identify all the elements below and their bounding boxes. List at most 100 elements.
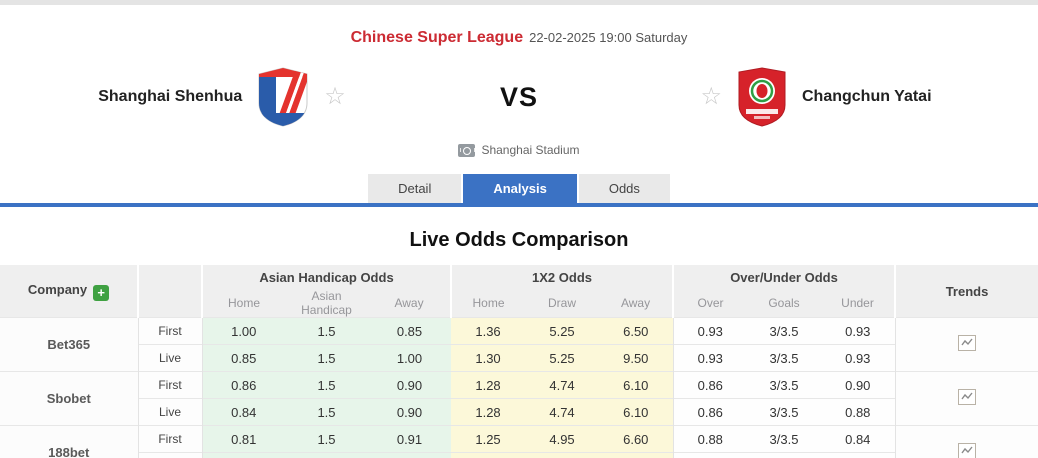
odds-cell: 9.50 [599, 344, 674, 372]
match-teams-row: Shanghai Shenhua ☆ VS [0, 61, 1038, 133]
table-row: Live 0.85 1.5 1.00 1.30 5.25 9.50 0.93 3… [0, 344, 1038, 372]
ou-goals-header: Goals [747, 289, 822, 318]
ah-away-header: Away [368, 289, 452, 318]
company-column-header: Company + [0, 265, 138, 318]
odds-cell: 1.00 [202, 317, 285, 345]
tab-analysis[interactable]: Analysis [463, 174, 577, 203]
odds-cell: 6.10 [599, 371, 674, 399]
trends-column-header: Trends [894, 265, 1038, 318]
odds-cell: 0.84 [202, 398, 285, 426]
odds-cell: 3/3.5 [747, 398, 822, 426]
company-name[interactable]: Sbobet [0, 371, 138, 426]
company-name[interactable]: Bet365 [0, 317, 138, 372]
odds-cell: 0.93 [821, 344, 896, 372]
odds-cell: 0.84 [821, 452, 896, 458]
odds-cell: 7.10 [599, 452, 674, 458]
odds-cell: 4.95 [525, 425, 600, 453]
odds-cell: 3/3.5 [747, 452, 822, 458]
line-type-label: First [137, 317, 203, 345]
trend-chart-icon[interactable] [957, 443, 976, 458]
ah-handicap-header: Asian Handicap [285, 289, 368, 318]
odds-cell: 1.28 [451, 371, 526, 399]
live-odds-table: Company + Asian Handicap Odds 1X2 Odds Ov… [0, 265, 1038, 458]
match-tab-bar: Detail Analysis Odds [0, 174, 1038, 203]
odds-cell: 3/3.5 [747, 371, 822, 399]
trend-chart-icon[interactable] [957, 335, 976, 351]
add-company-button[interactable]: + [93, 284, 110, 301]
odds-cell: 5.25 [525, 344, 600, 372]
odds-cell: 0.85 [368, 317, 452, 345]
away-team-crest-icon [736, 67, 788, 127]
odds-cell: 6.10 [599, 398, 674, 426]
line-type-label: First [137, 371, 203, 399]
1x2-away-header: Away [599, 289, 674, 318]
odds-cell: 4.74 [525, 371, 600, 399]
odds-cell: 1.01 [368, 452, 452, 458]
trends-cell [894, 425, 1038, 458]
section-title: Live Odds Comparison [409, 229, 629, 251]
odds-cell: 1.00 [368, 344, 452, 372]
tab-accent-bar [0, 203, 1038, 207]
odds-cell: 0.88 [672, 452, 748, 458]
odds-cell: 0.86 [672, 398, 748, 426]
odds-cell: 6.50 [599, 317, 674, 345]
table-row: 188bet First 0.81 1.5 0.91 1.25 4.95 6.6… [0, 425, 1038, 458]
odds-cell: 1.28 [451, 398, 526, 426]
table-row: Live 0.71 1.5 1.01 1.23 5.10 7.10 0.88 3… [0, 452, 1038, 458]
tab-detail[interactable]: Detail [368, 174, 462, 203]
1x2-draw-header: Draw [525, 289, 600, 318]
venue-line: Shanghai Stadium [0, 143, 1038, 157]
odds-cell: 5.25 [525, 317, 600, 345]
over-under-group-header: Over/Under Odds [672, 265, 896, 289]
odds-cell: 3/3.5 [747, 344, 822, 372]
odds-cell: 0.71 [202, 452, 285, 458]
line-type-label: Live [137, 398, 203, 426]
stadium-icon [458, 143, 476, 157]
trends-cell [894, 371, 1038, 426]
odds-cell: 0.93 [821, 317, 896, 345]
line-type-label: Live [137, 344, 203, 372]
venue-name: Shanghai Stadium [481, 143, 580, 157]
line-type-column-header [137, 265, 202, 318]
odds-cell: 3/3.5 [747, 425, 822, 453]
odds-cell: 0.88 [672, 425, 748, 453]
asian-handicap-group-header: Asian Handicap Odds [200, 265, 452, 289]
odds-cell: 5.10 [525, 452, 600, 458]
odds-cell: 0.88 [821, 398, 896, 426]
odds-cell: 4.74 [525, 398, 600, 426]
odds-cell: 1.5 [285, 317, 368, 345]
odds-cell: 3/3.5 [747, 317, 822, 345]
line-type-label: Live [137, 452, 203, 458]
table-row: Bet365 First 1.00 1.5 0.85 1.36 5.25 6.5… [0, 317, 1038, 372]
ou-over-header: Over [672, 289, 748, 318]
odds-cell: 0.86 [672, 371, 748, 399]
odds-cell: 0.90 [821, 371, 896, 399]
odds-cell: 1.5 [285, 452, 368, 458]
away-team-block: ☆ Changchun Yatai [594, 67, 1038, 127]
tab-odds[interactable]: Odds [578, 174, 670, 203]
odds-cell: 0.84 [821, 425, 896, 453]
trend-chart-icon[interactable] [957, 389, 976, 405]
odds-cell: 1.5 [285, 371, 368, 399]
odds-cell: 1.5 [285, 425, 368, 453]
table-row: Sbobet First 0.86 1.5 0.90 1.28 4.74 6.1… [0, 371, 1038, 426]
odds-cell: 0.93 [672, 344, 748, 372]
trends-cell [894, 317, 1038, 372]
odds-cell: 1.23 [451, 452, 526, 458]
match-datetime: 22-02-2025 19:00 Saturday [529, 30, 688, 45]
company-name[interactable]: 188bet [0, 425, 138, 458]
ou-under-header: Under [821, 289, 896, 318]
away-team-name[interactable]: Changchun Yatai [802, 88, 932, 105]
home-favorite-star-icon[interactable]: ☆ [324, 83, 346, 110]
odds-cell: 1.30 [451, 344, 526, 372]
away-favorite-star-icon[interactable]: ☆ [700, 83, 722, 110]
odds-cell: 0.91 [368, 425, 452, 453]
home-team-name[interactable]: Shanghai Shenhua [98, 88, 243, 105]
league-title: Chinese Super League [350, 29, 524, 46]
ah-home-header: Home [201, 289, 285, 318]
line-type-label: First [137, 425, 203, 453]
odds-cell: 0.86 [202, 371, 285, 399]
table-row: Live 0.84 1.5 0.90 1.28 4.74 6.10 0.86 3… [0, 398, 1038, 426]
home-team-block: Shanghai Shenhua ☆ [0, 67, 444, 127]
odds-cell: 6.60 [599, 425, 674, 453]
